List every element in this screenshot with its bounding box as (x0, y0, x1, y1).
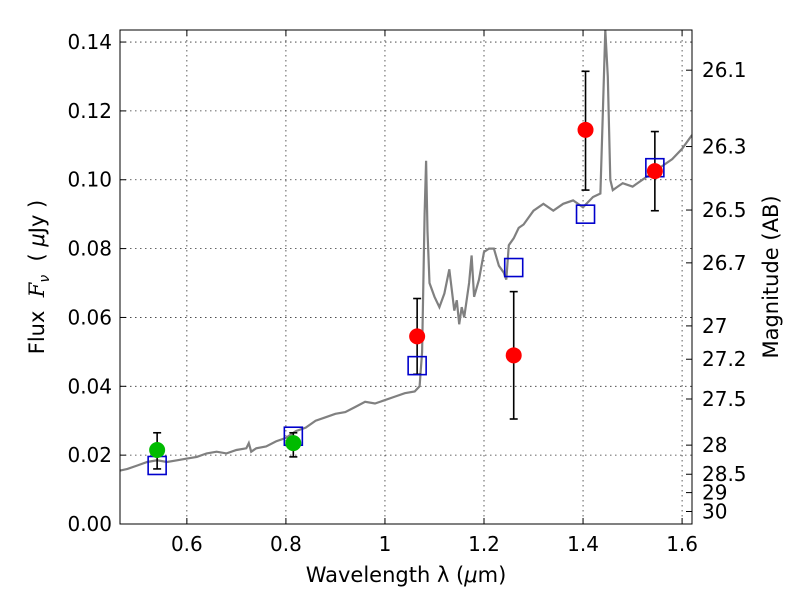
x-tick-label: 0.8 (270, 532, 302, 556)
detection-point (149, 441, 166, 458)
grid (120, 30, 692, 524)
y-axis: 0.00 0.02 0.04 0.06 0.08 0.10 0.12 0.14 (67, 30, 126, 536)
y-tick-label: 0.04 (67, 374, 112, 398)
y-axis-label-unit-open: ( (25, 247, 49, 275)
magnitude-tick-label: 26.3 (702, 135, 747, 159)
x-axis-label-suffix: m) (478, 563, 507, 587)
magnitude-tick-label: 26.5 (702, 198, 747, 222)
magnitude-tick-label: 27.5 (702, 387, 747, 411)
x-tick-label: 1 (379, 532, 392, 556)
detection-series (149, 121, 663, 458)
x-axis-label-unit: μ (463, 563, 477, 587)
detection-point (505, 347, 522, 364)
model-square-marker (503, 257, 524, 278)
detection-point (577, 121, 594, 138)
magnitude-tick-label: 30 (702, 500, 727, 524)
y-axis-label-unit-mu: μ (25, 233, 49, 247)
model-square-marker (575, 204, 596, 224)
magnitude-tick-label: 28.5 (702, 462, 747, 486)
magnitude-tick-label: 26.7 (702, 251, 747, 275)
plot-frame (119, 29, 693, 525)
detection-point (409, 328, 426, 345)
magnitude-tick-label: 29 (702, 481, 727, 505)
y-tick-label: 0.10 (67, 168, 112, 192)
detection-point (285, 435, 302, 452)
x-tick-label: 1.4 (567, 532, 599, 556)
y-tick-label: 0.00 (67, 512, 112, 536)
x-tick-label: 1.2 (468, 532, 500, 556)
magnitude-axis-label: Magnitude (AB) (759, 195, 783, 358)
spectrum-series (120, 30, 692, 472)
x-axis-label-prefix: Wavelength λ ( (306, 563, 465, 587)
x-axis: 0.6 0.8 1 1.2 1.4 1.6 (171, 30, 698, 556)
model-bandpass-series (147, 157, 665, 476)
y-axis-label-prefix: Flux (25, 297, 49, 354)
x-axis-label: Wavelength λ (μm) (306, 563, 507, 587)
y-axis-label-unit-close: Jy ) (25, 200, 49, 236)
y-axis-label-var: F (25, 281, 49, 298)
magnitude-tick-label: 28 (702, 433, 727, 457)
magnitude-tick-label: 27 (702, 314, 727, 338)
spectrum-line (120, 30, 692, 472)
x-tick-label: 0.6 (171, 532, 203, 556)
y-tick-label: 0.12 (67, 99, 112, 123)
y-tick-label: 0.02 (67, 443, 112, 467)
x-tick-label: 1.6 (666, 532, 698, 556)
y-tick-label: 0.06 (67, 305, 112, 329)
y-axis-label-sub: ν (37, 275, 53, 283)
y-tick-label: 0.14 (67, 30, 112, 54)
model-square-marker (407, 355, 427, 376)
y-axis-label: Flux Fν ( μJy ) (25, 200, 53, 355)
y-tick-label: 0.08 (67, 237, 112, 261)
magnitude-tick-label: 27.2 (702, 347, 747, 371)
magnitude-tick-label: 26.1 (702, 58, 747, 82)
detection-point (646, 163, 663, 180)
